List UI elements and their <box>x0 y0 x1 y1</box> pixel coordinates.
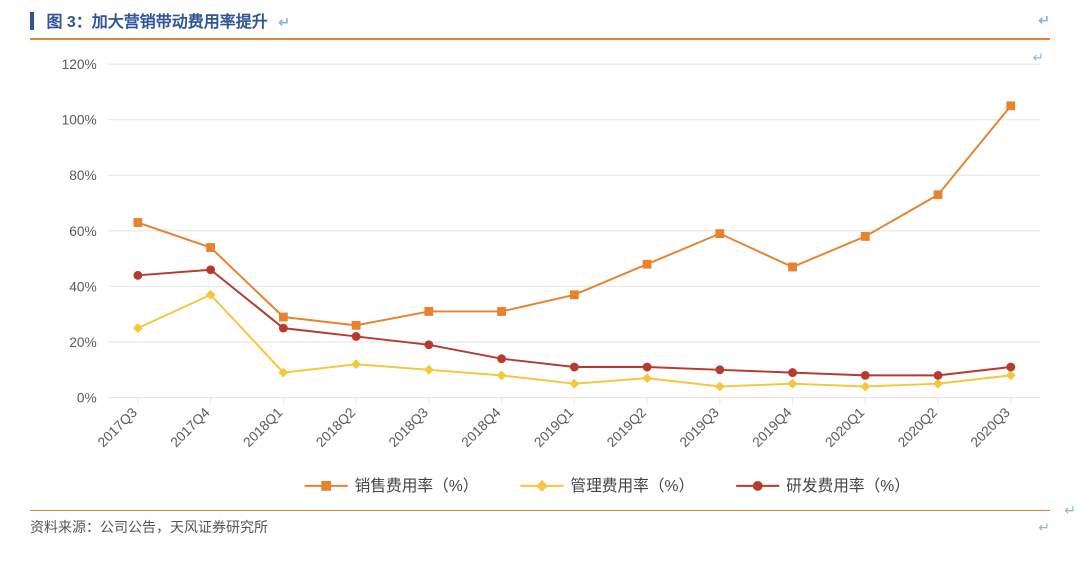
svg-text:120%: 120% <box>62 57 97 72</box>
svg-text:40%: 40% <box>69 279 96 294</box>
legend-label: 管理费用率（%） <box>570 477 694 495</box>
svg-text:20%: 20% <box>69 335 96 350</box>
chart-title: 图 3：加大营销带动费用率提升 ↵ <box>30 8 290 32</box>
svg-text:2018Q3: 2018Q3 <box>386 405 431 450</box>
svg-text:2017Q4: 2017Q4 <box>168 405 213 450</box>
legend-label: 研发费用率（%） <box>786 477 910 495</box>
paragraph-mark-icon: ↵ <box>1032 519 1050 536</box>
paragraph-mark-icon: ↵ <box>272 14 290 30</box>
svg-text:2018Q1: 2018Q1 <box>240 405 285 450</box>
svg-text:80%: 80% <box>69 168 96 183</box>
svg-text:2019Q1: 2019Q1 <box>531 405 576 450</box>
legend-item: 研发费用率（%） <box>736 477 910 495</box>
svg-text:2017Q3: 2017Q3 <box>95 405 140 450</box>
svg-text:2020Q1: 2020Q1 <box>822 405 867 450</box>
source-row: 资料来源：公司公告，天风证券研究所 ↵ <box>30 511 1050 541</box>
svg-text:2019Q4: 2019Q4 <box>750 405 795 450</box>
y-axis-labels: 0% 20% 40% 60% 80% 100% 120% <box>62 57 97 405</box>
svg-text:2018Q4: 2018Q4 <box>459 405 504 450</box>
svg-text:2020Q3: 2020Q3 <box>968 405 1013 450</box>
svg-text:100%: 100% <box>62 113 97 128</box>
line-chart: 0% 20% 40% 60% 80% 100% 120% 2017Q3 2017Q4 2018Q… <box>30 40 1050 510</box>
paragraph-mark-icon: ↵ <box>1032 12 1050 29</box>
page: 图 3：加大营销带动费用率提升 ↵ ↵ 0% 20% 40% 60% 80% 100% 12… <box>0 0 1080 585</box>
svg-text:2020Q2: 2020Q2 <box>895 405 940 450</box>
svg-text:2018Q2: 2018Q2 <box>313 405 358 450</box>
chart-title-text: 图 3：加大营销带动费用率提升 <box>46 14 267 31</box>
x-axis-labels: 2017Q3 2017Q4 2018Q1 2018Q2 2018Q3 2018Q4 2019… <box>95 398 1013 450</box>
svg-text:0%: 0% <box>77 391 97 406</box>
paragraph-mark-icon: ↵ <box>1058 502 1076 519</box>
chart-legend: 销售费用率（%） 管理费用率（%） 研发费用率（%） <box>305 477 910 495</box>
legend-label: 销售费用率（%） <box>355 477 479 495</box>
chart-title-row: 图 3：加大营销带动费用率提升 ↵ ↵ <box>30 0 1050 38</box>
legend-item: 管理费用率（%） <box>520 477 694 495</box>
svg-text:60%: 60% <box>69 224 96 239</box>
chart-series <box>133 101 1016 391</box>
chart-grid <box>108 64 1040 397</box>
source-text: 资料来源：公司公告，天风证券研究所 <box>30 517 268 537</box>
svg-text:2019Q3: 2019Q3 <box>677 405 722 450</box>
paragraph-mark-icon: ↵ <box>1033 50 1044 65</box>
title-accent-bar <box>30 12 34 30</box>
legend-item: 销售费用率（%） <box>305 477 479 495</box>
chart-area: 0% 20% 40% 60% 80% 100% 120% 2017Q3 2017Q4 2018Q… <box>30 40 1050 510</box>
svg-text:2019Q2: 2019Q2 <box>604 405 649 450</box>
